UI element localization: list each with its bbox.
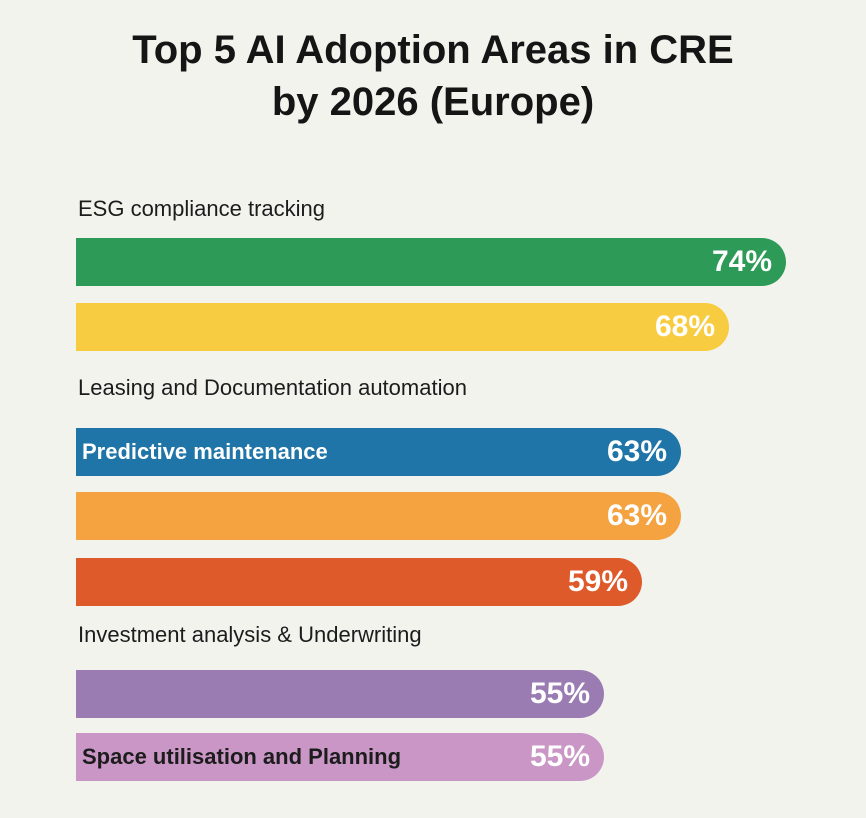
chart-title-line-2: by 2026 (Europe) [271,80,595,124]
chart-title: Top 5 AI Adoption Areas in CRE by 2026 (… [0,24,866,128]
bar-3-value-label: 63% [606,435,667,468]
bar-6: 55% [76,670,604,718]
bar-3-category-label: Predictive maintenance [82,439,328,464]
bar-5: 59% [76,558,642,606]
bar-2-value-label: 68% [654,310,715,343]
bar-2: 68% [76,303,729,351]
bar-1: 74% [76,238,786,286]
bar-5-value-label: 59% [567,565,628,598]
bar-4: 63% [76,492,681,540]
bar-1-value-label: 74% [711,245,772,278]
bar-4-value-label: 63% [606,499,667,532]
category-label-investment: Investment analysis & Underwriting [78,622,422,647]
category-label-esg: ESG compliance tracking [78,196,325,221]
category-label-leasing: Leasing and Documentation automation [78,375,467,400]
bar-7: Space utilisation and Planning 55% [76,733,604,781]
bar-7-value-label: 55% [529,740,590,773]
bar-6-value-label: 55% [529,677,590,710]
bar-3: Predictive maintenance 63% [76,428,681,476]
chart-title-line-1: Top 5 AI Adoption Areas in CRE [132,28,734,72]
bar-7-category-label: Space utilisation and Planning [82,744,402,769]
